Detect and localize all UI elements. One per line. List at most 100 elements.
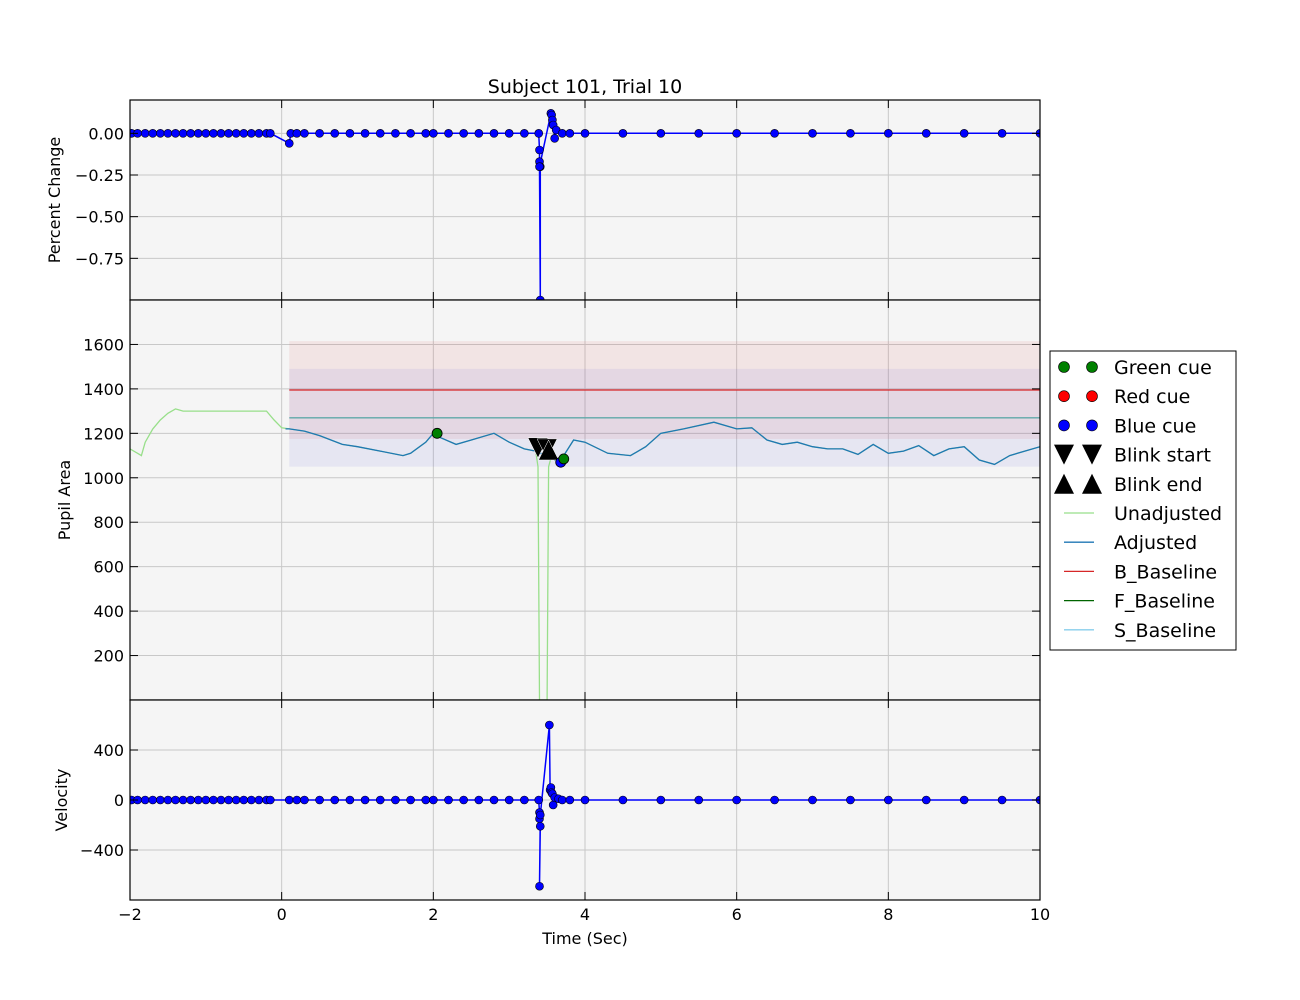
data-point (846, 795, 855, 805)
legend-marker-swatch (1082, 444, 1102, 465)
legend-entry: F_Baseline (1064, 591, 1215, 613)
data-point (618, 129, 628, 138)
legend: Green cue Red cue Blue cue Blink start Blink… (1049, 350, 1237, 651)
data-point (421, 129, 431, 138)
data-point (997, 795, 1007, 805)
data-point (535, 295, 545, 300)
legend-marker-swatch (1058, 390, 1070, 403)
legend-marker-swatch (1086, 361, 1098, 373)
y-tick-label: 1400 (83, 380, 124, 399)
data-point (550, 134, 559, 143)
data-point (186, 795, 195, 805)
legend-label: Red cue (1114, 386, 1190, 408)
data-point (224, 795, 233, 805)
series-Adjusted (285, 421, 1040, 466)
data-point (884, 129, 893, 138)
y-tick-label: 1000 (83, 469, 124, 488)
data-point (474, 129, 484, 138)
data-point (459, 129, 468, 138)
data-point (231, 795, 241, 805)
data-point (694, 795, 704, 805)
x-tick-label: −2 (118, 905, 142, 924)
legend-label: B_Baseline (1114, 561, 1217, 583)
data-point (580, 129, 590, 138)
data-point (732, 795, 741, 805)
data-point (216, 129, 226, 138)
data-point (254, 129, 264, 138)
y-axis-label: Velocity (52, 769, 71, 832)
legend-entry: B_Baseline (1064, 561, 1217, 583)
data-point (504, 795, 514, 805)
data-point (360, 129, 370, 138)
data-point (808, 795, 817, 805)
data-point (545, 720, 554, 730)
legend-entry: Blink start (1054, 444, 1211, 467)
y-tick-label: 600 (93, 558, 124, 577)
data-point (959, 795, 969, 805)
data-point (534, 795, 544, 805)
data-point (345, 795, 355, 805)
plot-data (130, 720, 1040, 891)
legend-label: S_Baseline (1114, 620, 1216, 642)
data-point (534, 129, 544, 138)
data-point (239, 129, 249, 138)
legend-label: Adjusted (1114, 532, 1197, 554)
data-point (284, 139, 294, 148)
data-point (557, 129, 567, 138)
cue-marker (431, 427, 443, 439)
y-tick-label: −0.25 (75, 166, 124, 185)
data-point (163, 795, 173, 805)
data-point (565, 129, 575, 138)
data-point (209, 795, 218, 805)
data-point (171, 129, 180, 138)
x-tick-label: 8 (883, 905, 893, 924)
cue-marker (558, 453, 570, 465)
data-point (997, 129, 1007, 138)
y-tick-label: −0.75 (75, 249, 124, 268)
data-point (345, 129, 355, 138)
data-point (656, 795, 666, 805)
x-tick-label: 10 (1030, 905, 1050, 924)
data-point (156, 129, 165, 138)
data-point (535, 162, 544, 171)
data-point (391, 129, 400, 138)
data-point (732, 129, 741, 138)
data-point (474, 795, 484, 805)
data-point (808, 129, 817, 138)
y-axis-label: Pupil Area (55, 460, 74, 540)
y-tick-label: 400 (93, 741, 124, 760)
data-point (300, 129, 309, 138)
y-tick-label: 0 (114, 791, 124, 810)
data-point (186, 129, 195, 138)
legend-label: Blink end (1114, 474, 1202, 496)
data-point (656, 129, 666, 138)
y-axis-label: Percent Change (45, 137, 64, 264)
data-point (140, 129, 150, 138)
legend-label: Green cue (1114, 357, 1212, 379)
data-point (300, 795, 309, 805)
data-point (330, 795, 340, 805)
legend-entry: Blue cue (1058, 415, 1196, 437)
data-point (429, 795, 438, 805)
legend-entry: Green cue (1058, 357, 1212, 379)
data-point (216, 795, 226, 805)
legend-marker-swatch (1086, 390, 1098, 403)
legend-marker-swatch (1058, 361, 1070, 373)
plot-data (130, 341, 1040, 700)
data-point (148, 129, 158, 138)
data-point (444, 795, 453, 805)
x-tick-label: 6 (732, 905, 742, 924)
data-point (406, 795, 415, 805)
data-point (375, 129, 385, 138)
data-point (444, 129, 453, 138)
y-tick-label: 200 (93, 647, 124, 666)
data-point (315, 795, 324, 805)
data-point (140, 795, 150, 805)
data-point (846, 129, 855, 138)
data-point (360, 795, 370, 805)
data-point (247, 795, 256, 805)
data-point (171, 795, 180, 805)
data-point (959, 129, 969, 138)
